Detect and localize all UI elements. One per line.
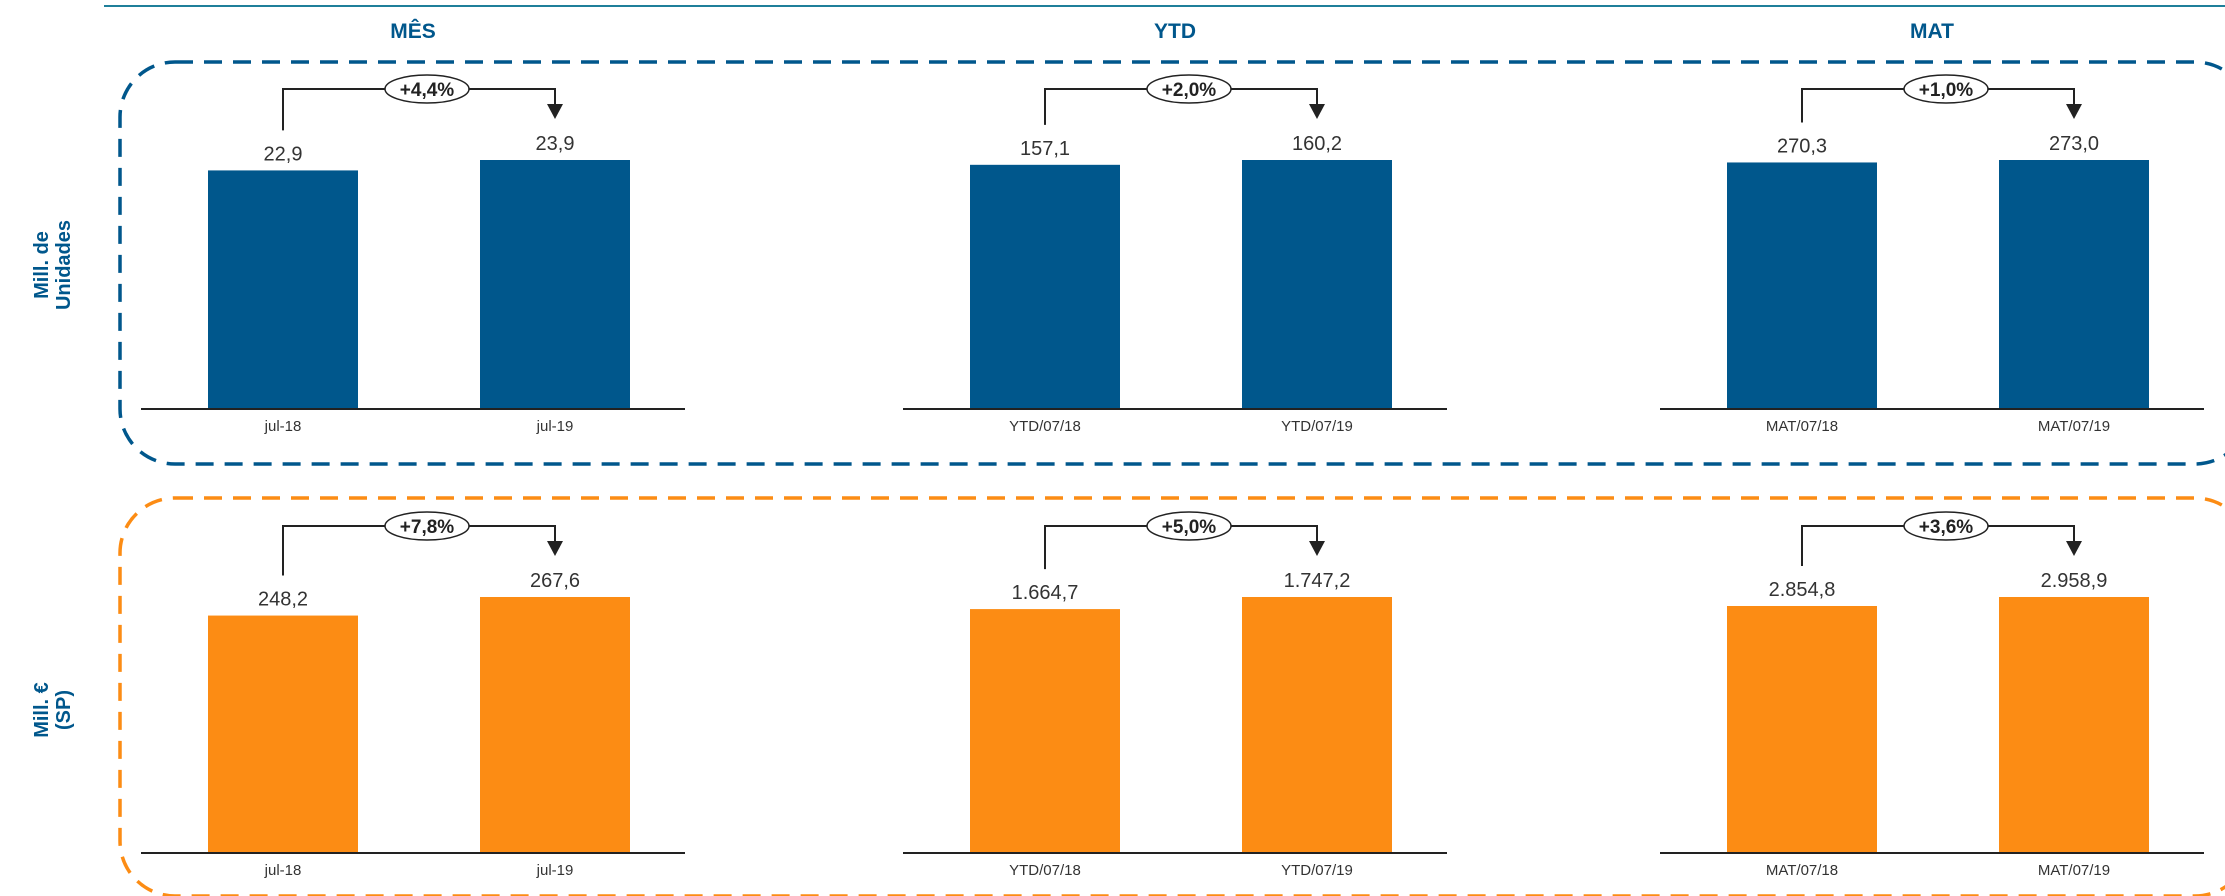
bar-panel: 270,3 MAT/07/18 273,0 MAT/07/19 +1,0% (1660, 74, 2204, 435)
bar (1242, 160, 1392, 409)
category-label: YTD/07/18 (1009, 862, 1081, 879)
change-arrowhead (547, 104, 563, 119)
bar-panel: 157,1 YTD/07/18 160,2 YTD/07/19 +2,0% (903, 74, 1447, 435)
bar-panel: 22,9 jul-18 23,9 jul-19 +4,4% (141, 74, 685, 435)
change-pill (1903, 74, 1989, 104)
bar-value-label: 23,9 (536, 133, 575, 155)
category-label: MAT/07/19 (2038, 418, 2110, 435)
bar (480, 597, 630, 853)
bar-value-label: 267,6 (530, 570, 580, 592)
category-label: jul-18 (264, 862, 302, 879)
change-percent: +1,0% (1919, 80, 1974, 101)
change-arrowhead (2066, 104, 2082, 119)
bar (208, 615, 358, 853)
bar-panel: 248,2 jul-18 267,6 jul-19 +7,8% (141, 511, 685, 879)
row-label: Mill. deUnidades (31, 220, 75, 310)
change-pill (384, 74, 470, 104)
column-heading: MAT (1910, 20, 1954, 43)
column-heading: MÊS (390, 19, 436, 43)
bar-value-label: 160,2 (1292, 133, 1342, 155)
bar-panel: 1.664,7 YTD/07/18 1.747,2 YTD/07/19 +5,0% (903, 511, 1447, 879)
bar-panel: 2.854,8 MAT/07/18 2.958,9 MAT/07/19 +3,6% (1660, 511, 2204, 879)
row-label: Mill. €(SP) (31, 682, 75, 738)
category-label: YTD/07/19 (1281, 418, 1353, 435)
bar (1727, 162, 1877, 409)
bar-value-label: 22,9 (264, 143, 303, 165)
change-pill (384, 511, 470, 541)
change-arrowhead (547, 541, 563, 556)
bar (480, 160, 630, 409)
change-percent: +2,0% (1162, 80, 1217, 101)
bar (1242, 597, 1392, 853)
category-label: YTD/07/19 (1281, 862, 1353, 879)
category-label: MAT/07/18 (1766, 862, 1838, 879)
change-pill (1146, 511, 1232, 541)
bar (208, 170, 358, 409)
category-label: jul-19 (536, 418, 574, 435)
category-label: MAT/07/19 (2038, 862, 2110, 879)
bar-value-label: 157,1 (1020, 138, 1070, 160)
bar-value-label: 1.747,2 (1284, 570, 1351, 592)
bar-value-label: 2.854,8 (1769, 579, 1836, 601)
bar-value-label: 270,3 (1777, 135, 1827, 157)
change-pill (1146, 74, 1232, 104)
bar-value-label: 248,2 (258, 589, 308, 611)
bar (1727, 606, 1877, 853)
change-arrowhead (1309, 104, 1325, 119)
category-label: MAT/07/18 (1766, 418, 1838, 435)
category-label: YTD/07/18 (1009, 418, 1081, 435)
column-heading: YTD (1154, 20, 1196, 43)
row-frame-units (118, 60, 2225, 466)
bar-value-label: 1.664,7 (1012, 582, 1079, 604)
change-arrowhead (2066, 541, 2082, 556)
change-arrowhead (1309, 541, 1325, 556)
row-frame-value (118, 496, 2225, 896)
bar (1999, 597, 2149, 853)
change-percent: +7,8% (400, 517, 455, 538)
change-percent: +3,6% (1919, 517, 1974, 538)
bar (970, 164, 1120, 409)
category-label: jul-19 (536, 862, 574, 879)
change-pill (1903, 511, 1989, 541)
category-label: jul-18 (264, 418, 302, 435)
change-percent: +5,0% (1162, 517, 1217, 538)
bar (970, 609, 1120, 853)
bar-value-label: 2.958,9 (2041, 570, 2108, 592)
bar (1999, 160, 2149, 409)
change-percent: +4,4% (400, 80, 455, 101)
bar-value-label: 273,0 (2049, 133, 2099, 155)
